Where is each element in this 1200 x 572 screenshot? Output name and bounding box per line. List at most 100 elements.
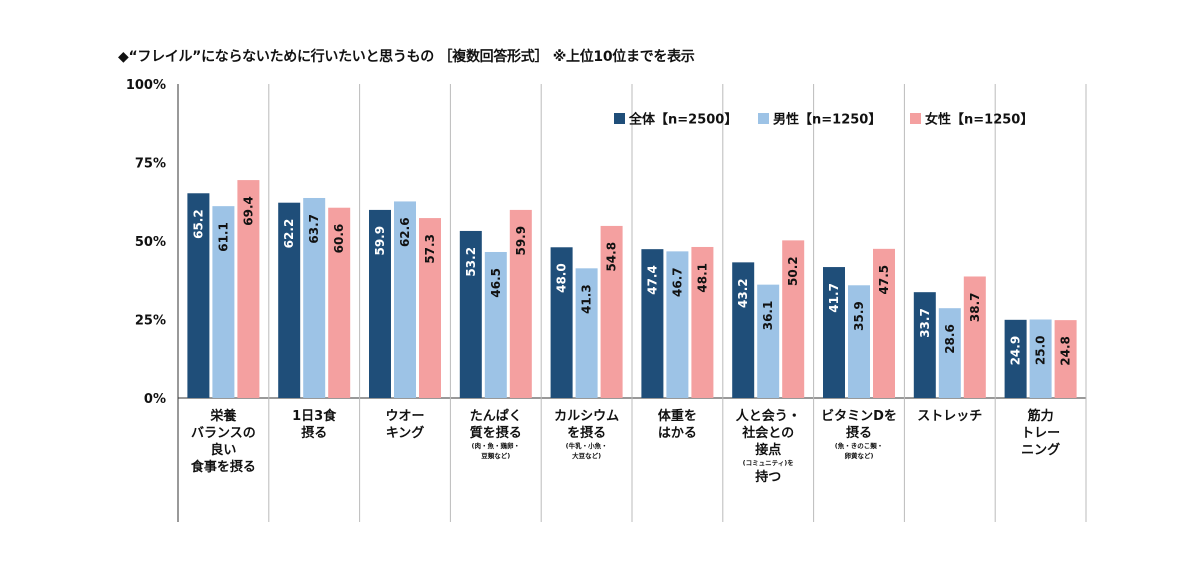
bar [1029, 319, 1052, 398]
data-label: 43.2 [736, 278, 750, 308]
data-label: 35.9 [852, 301, 866, 331]
category-label-line: はかる [658, 426, 697, 441]
bar [1054, 320, 1077, 398]
bar [913, 292, 936, 398]
legend-label: 男性【n=1250】 [773, 112, 881, 128]
data-label: 41.7 [827, 283, 841, 313]
data-label: 50.2 [786, 256, 800, 286]
bar [419, 218, 441, 398]
bar [641, 249, 664, 398]
category-label-line: 体重を [658, 408, 697, 424]
legend-swatch [614, 113, 625, 124]
category-label-line: ビタミンDを [821, 408, 897, 424]
category-label-line: 摂る [846, 425, 872, 441]
data-label: 25.0 [1034, 336, 1048, 366]
data-label: 41.3 [580, 284, 594, 314]
data-label: 33.7 [918, 308, 932, 338]
category-label-line: を摂る [567, 425, 606, 441]
y-tick-label: 75% [135, 157, 166, 172]
category-sublabel-line: 豆類など) [481, 451, 510, 460]
data-label: 69.4 [241, 196, 255, 226]
category-label-line: ストレッチ [917, 409, 982, 424]
chart-title: ◆“フレイル”にならないために行いたいと思うもの ［複数回答形式］ ※上位10位… [118, 49, 695, 65]
bar [394, 201, 416, 398]
data-label: 53.2 [464, 247, 478, 277]
bar [278, 202, 301, 398]
category-label-line: ニング [1021, 442, 1060, 458]
data-label: 28.6 [943, 324, 957, 354]
bar [459, 230, 482, 398]
bar [212, 206, 235, 398]
category-label-line: 食事を摂る [191, 459, 256, 475]
data-label: 24.9 [1009, 336, 1023, 366]
bar [666, 251, 689, 398]
data-label: 36.1 [761, 301, 775, 331]
y-tick-label: 100% [126, 78, 166, 93]
category-label-line: たんぱく [470, 408, 522, 424]
category-label-line: 質を摂る [470, 425, 522, 441]
data-label: 48.1 [695, 263, 709, 293]
category-label-line: 接点 [755, 442, 781, 458]
data-label: 62.6 [398, 217, 412, 247]
bar [691, 246, 714, 398]
bar [823, 267, 845, 398]
bar [757, 284, 780, 398]
bar [732, 262, 755, 398]
bar [848, 285, 870, 398]
category-label-line: キング [386, 425, 425, 441]
category-label-line: 社会との [741, 425, 794, 441]
bar [550, 247, 573, 398]
category-label-line: バランスの [191, 426, 256, 441]
category-label-line: カルシウム [554, 409, 619, 424]
y-tick-label: 50% [135, 235, 166, 250]
bar [600, 225, 623, 398]
category-sublabel-line: 卵黄など) [845, 451, 874, 460]
bar [1004, 319, 1027, 398]
data-label: 24.8 [1059, 336, 1073, 366]
bar [484, 251, 507, 398]
bar [963, 276, 986, 398]
data-label: 46.5 [489, 268, 503, 298]
y-tick-label: 25% [135, 314, 166, 329]
data-label: 59.9 [514, 226, 528, 256]
data-label: 61.1 [216, 222, 230, 252]
category-sublabel-line: (肉・魚・鶏卵・ [472, 441, 520, 450]
bar [303, 197, 326, 398]
category-label-line: 筋力 [1027, 408, 1054, 424]
data-label: 59.9 [373, 226, 387, 256]
category-sublabel-line: 大豆など) [572, 451, 601, 460]
category-label: ストレッチ [917, 409, 982, 424]
legend-swatch [910, 113, 921, 124]
bar [938, 308, 961, 398]
category-label-line: 良い [210, 442, 236, 458]
data-label: 62.2 [282, 219, 296, 249]
bar [575, 268, 598, 398]
category-label-line: 摂る [301, 425, 327, 441]
bar [237, 180, 260, 398]
data-label: 38.7 [968, 292, 982, 322]
data-label: 47.5 [877, 265, 891, 295]
category-label-line: 栄養 [209, 408, 236, 424]
data-label: 46.7 [670, 267, 684, 297]
data-label: 60.6 [332, 224, 346, 254]
data-label: 63.7 [307, 214, 321, 244]
category-sublabel-line: (コミュニティ)を [743, 458, 794, 467]
data-label: 65.2 [191, 209, 205, 239]
data-label: 47.4 [645, 265, 659, 295]
category-label-line: トレー [1021, 426, 1060, 441]
bar [782, 240, 805, 398]
category-label-line: 持つ [755, 469, 781, 485]
data-label: 48.0 [555, 263, 569, 293]
bar [328, 207, 351, 398]
category-label-line: 人と会う・ [736, 408, 801, 424]
bar [369, 209, 391, 398]
